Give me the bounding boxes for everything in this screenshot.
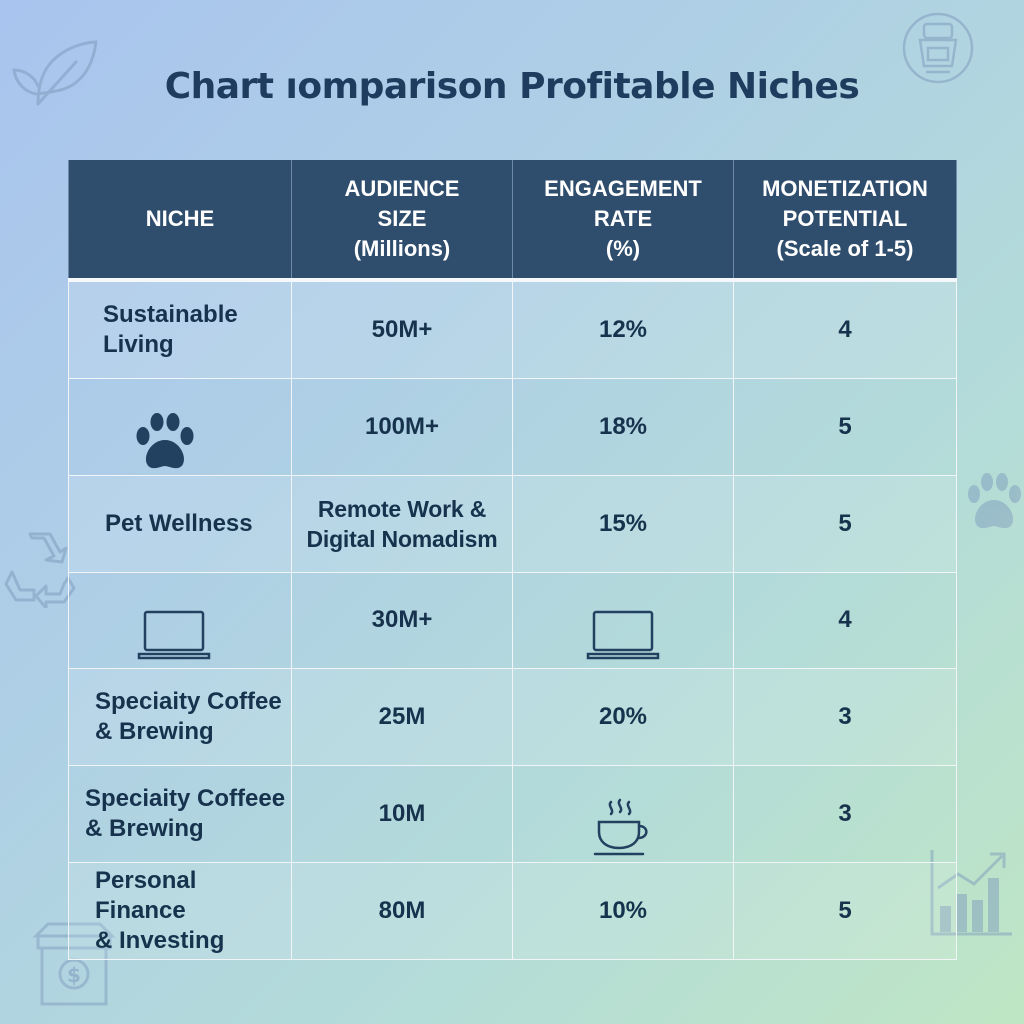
table-row: Speciaity Coffee & Brewing 25M 20% 3 [68,668,957,767]
engagement-rate-cell: 18% [512,377,734,476]
table-row: 30M+ 4 [68,571,957,670]
paw-icon [136,412,194,468]
monetization-cell: 5 [733,377,957,476]
column-header-engagement-rate: ENGAGEMENT RATE (%) [512,160,734,282]
engagement-rate-cell: 20% [512,668,734,767]
audience-size-cell: 80M [291,862,513,960]
table-row: Speciaity Coffeee & Brewing 10M 3 [68,765,957,864]
table-row: Personal Finance & Investing 80M 10% 5 [68,862,957,960]
niche-cell: Speciaity Coffeee & Brewing [68,765,292,864]
chart-title: Chart ıomparison Profitable Niches [164,66,860,107]
niche-cell: Speciaity Coffee & Brewing [68,668,292,767]
coffee-grinder-icon [902,12,974,84]
table-header-row: NICHE AUDIENCE SIZE (Millions) ENGAGEMEN… [68,160,957,282]
engagement-rate-cell: 12% [512,279,734,379]
monetization-cell: 5 [733,474,957,573]
column-header-audience-size: AUDIENCE SIZE (Millions) [291,160,513,282]
audience-size-cell: Remote Work & Digital Nomadism [291,474,513,573]
audience-size-cell: 30M+ [291,571,513,670]
svg-text:$: $ [67,963,81,987]
niche-cell: Personal Finance & Investing [68,862,292,960]
audience-size-cell: 50M+ [291,279,513,379]
column-header-monetization-potential: MONETIZATION POTENTIAL (Scale of 1-5) [733,160,957,282]
niche-cell: Pet Wellness [68,474,292,573]
monetization-cell: 3 [733,668,957,767]
coffee-cup-icon [593,798,648,856]
engagement-rate-cell: 15% [512,474,734,573]
engagement-rate-cell [512,765,734,864]
comparison-table: NICHE AUDIENCE SIZE (Millions) ENGAGEMEN… [68,160,957,960]
niche-cell [68,377,292,476]
monetization-cell: 4 [733,279,957,379]
audience-size-cell: 100M+ [291,377,513,476]
paw-icon [968,473,1021,529]
monetization-cell: 4 [733,571,957,670]
laptop-icon [586,611,660,660]
niche-cell: Sustainable Living [68,279,292,379]
niche-cell [68,571,292,670]
engagement-rate-cell: 10% [512,862,734,960]
engagement-rate-cell [512,571,734,670]
laptop-icon [137,611,211,660]
column-header-niche: NICHE [68,160,292,282]
monetization-cell: 5 [733,862,957,960]
table-row: Pet Wellness Remote Work & Digital Nomad… [68,474,957,573]
audience-size-cell: 25M [291,668,513,767]
audience-size-cell: 10M [291,765,513,864]
recycle-icon [4,532,76,608]
table-row: 100M+ 18% 5 [68,377,957,476]
monetization-cell: 3 [733,765,957,864]
leaf-icon [12,40,98,106]
table-row: Sustainable Living 50M+ 12% 4 [68,279,957,379]
